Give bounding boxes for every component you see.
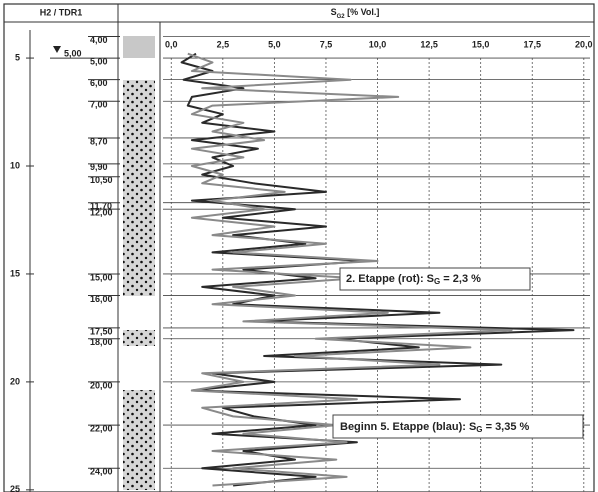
- x-tick-label: 17,5: [523, 39, 541, 49]
- title-part: [% Vol.]: [345, 7, 380, 17]
- litho: [123, 36, 155, 58]
- y-tick-label: 5: [15, 52, 20, 62]
- annotation: Beginn 5. Etappe (blau): SG = 3,35 %: [333, 415, 583, 438]
- x-tick-label: 20,0: [575, 39, 593, 49]
- x-tick-label: 2,5: [217, 39, 230, 49]
- annotation-text: Beginn 5. Etappe (blau): SG = 3,35 %: [340, 421, 530, 434]
- y-tick-label: 15: [10, 268, 20, 278]
- x-tick-label: 15,0: [472, 39, 490, 49]
- annotation-text: 2. Etappe (rot): SG = 2,3 %: [346, 273, 481, 286]
- x-tick-label: 10,0: [369, 39, 387, 49]
- header-label: H2 / TDR1: [40, 7, 83, 17]
- y-tick-label: 20: [10, 376, 20, 386]
- water-table-symbol: [53, 46, 61, 53]
- y-tick-label: 10: [10, 160, 20, 170]
- y-tick-label: 25: [10, 484, 20, 492]
- ann-part: = 3,35 %: [483, 421, 530, 433]
- x-tick-label: 7,5: [320, 39, 333, 49]
- borehole-chart: H2 / TDR1 SG2 [% Vol.] 0,0 2,5 5,0 7,5 10,0 1…: [0, 0, 598, 492]
- ann-part: Beginn 5. Etappe (blau): S: [340, 421, 476, 433]
- ann-part: 2. Etappe (rot): S: [346, 273, 434, 285]
- x-tick-label: 12,5: [420, 39, 438, 49]
- x-tick-label: 0,0: [165, 39, 178, 49]
- x-tick-label: 5,0: [268, 39, 281, 49]
- chart-title: SG2 [% Vol.]: [331, 7, 380, 19]
- ann-part: = 2,3 %: [440, 273, 481, 285]
- litho: [123, 390, 155, 490]
- litho: [123, 296, 155, 330]
- water-table-label: 5,00: [64, 48, 82, 58]
- annotation: 2. Etappe (rot): SG = 2,3 %: [340, 268, 530, 290]
